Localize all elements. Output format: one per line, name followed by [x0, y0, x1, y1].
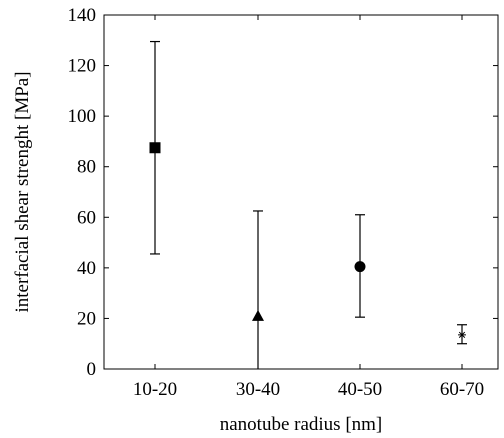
y-tick-label: 60	[77, 207, 96, 228]
x-axis-title: nanotube radius [nm]	[220, 414, 383, 435]
data-point-10-20	[149, 40, 161, 255]
plot-frame	[103, 14, 499, 370]
data-point-40-50	[354, 214, 366, 318]
x-tick-label: 40-50	[338, 379, 382, 400]
square-marker	[149, 142, 161, 154]
data-point-30-40	[252, 210, 264, 369]
x-tick-label: 10-20	[133, 379, 177, 400]
y-tick-label: 100	[68, 106, 97, 127]
y-axis: 0 20 40 60 80 100 120 140	[68, 5, 498, 380]
star-marker-d2	[458, 331, 466, 339]
y-tick-label: 40	[77, 258, 96, 279]
y-tick-label: 20	[77, 308, 96, 329]
x-axis: 10-20 30-40 40-50 60-70	[133, 15, 484, 400]
triangle-marker	[252, 309, 264, 321]
x-tick-label: 60-70	[440, 379, 484, 400]
y-tick-label: 0	[87, 359, 97, 380]
circle-marker	[354, 261, 366, 273]
x-tick-label: 30-40	[236, 379, 280, 400]
y-axis-title: interfacial shear strenght [MPa]	[12, 71, 33, 312]
y-tick-label: 120	[68, 56, 97, 77]
y-tick-label: 80	[77, 157, 96, 178]
data-point-60-70	[457, 324, 467, 345]
plot-area	[103, 14, 499, 370]
data-points	[149, 40, 467, 369]
y-tick-label: 140	[68, 5, 97, 26]
